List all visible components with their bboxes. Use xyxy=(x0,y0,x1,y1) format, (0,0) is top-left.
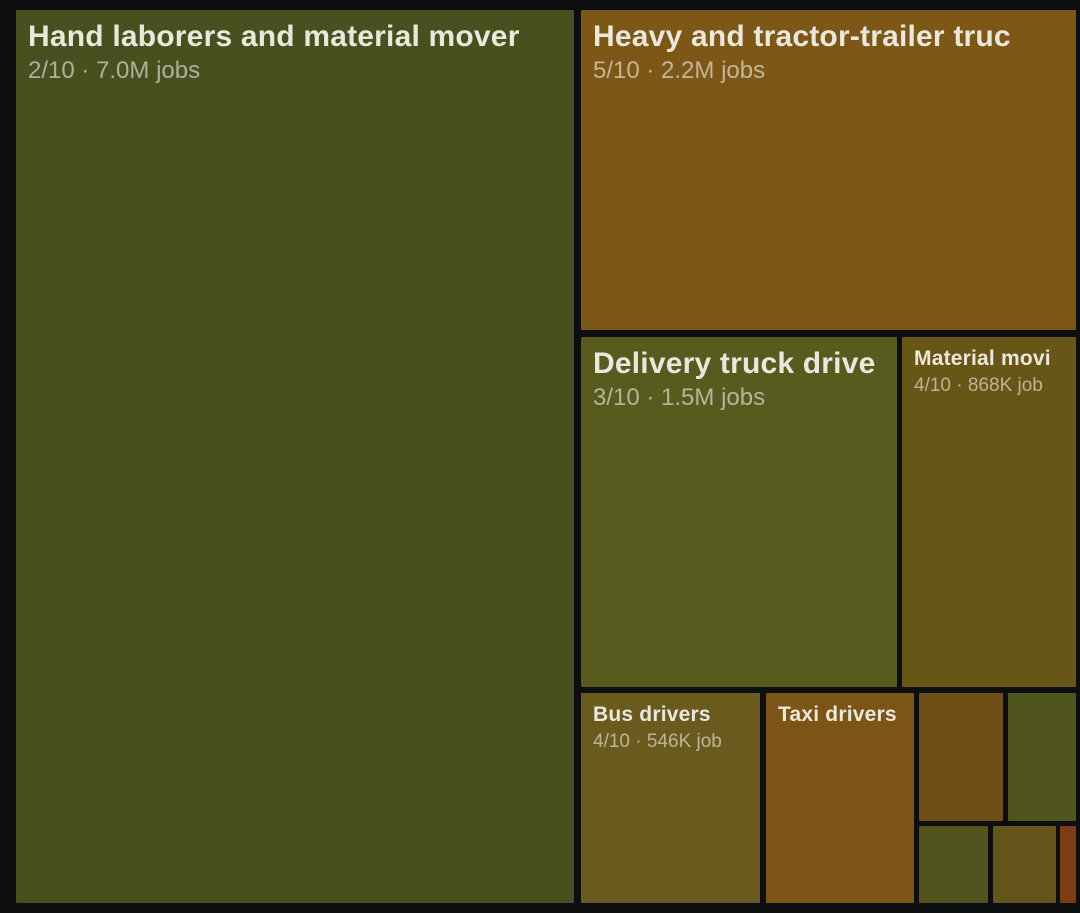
cell-title: Taxi drivers xyxy=(778,703,897,726)
cell-title: Delivery truck drive xyxy=(593,347,876,380)
cell-title: Bus drivers xyxy=(593,703,711,726)
treemap-cell-unlabeled-tile-1[interactable] xyxy=(919,693,1003,821)
treemap-cell-taxi-drivers[interactable]: Taxi drivers xyxy=(766,693,914,903)
treemap-cell-unlabeled-tile-5[interactable] xyxy=(1060,826,1076,903)
cell-labels: Delivery truck drive 3/10 · 1.5M jobs xyxy=(581,337,897,413)
cell-title: Heavy and tractor-trailer truc xyxy=(593,20,1011,53)
treemap-cell-delivery-truck-drivers[interactable]: Delivery truck drive 3/10 · 1.5M jobs xyxy=(581,337,897,687)
cell-labels: Hand laborers and material mover 2/10 · 7… xyxy=(16,10,574,86)
cell-subtitle: 5/10 · 2.2M jobs xyxy=(593,57,766,84)
cell-title: Material movi xyxy=(914,347,1051,370)
treemap-cell-unlabeled-tile-2[interactable] xyxy=(1008,693,1076,821)
treemap-cell-hand-laborers-and-material-movers[interactable]: Hand laborers and material mover 2/10 · 7… xyxy=(16,10,574,903)
cell-title: Hand laborers and material mover xyxy=(28,20,520,53)
treemap-cell-unlabeled-tile-4[interactable] xyxy=(993,826,1056,903)
treemap-cell-material-moving[interactable]: Material movi 4/10 · 868K job xyxy=(902,337,1076,687)
cell-labels: Heavy and tractor-trailer truc 5/10 · 2.2… xyxy=(581,10,1076,86)
cell-subtitle: 4/10 · 868K job xyxy=(914,375,1043,396)
treemap-cell-unlabeled-tile-3[interactable] xyxy=(919,826,988,903)
treemap-cell-heavy-and-tractor-trailer-truck-drivers[interactable]: Heavy and tractor-trailer truc 5/10 · 2.2… xyxy=(581,10,1076,330)
cell-subtitle: 3/10 · 1.5M jobs xyxy=(593,384,766,411)
cell-subtitle: 2/10 · 7.0M jobs xyxy=(28,57,201,84)
cell-labels: Material movi 4/10 · 868K job xyxy=(902,337,1076,398)
treemap-cell-bus-drivers[interactable]: Bus drivers 4/10 · 546K job xyxy=(581,693,760,903)
cell-labels: Bus drivers 4/10 · 546K job xyxy=(581,693,760,754)
cell-labels: Taxi drivers xyxy=(766,693,914,729)
cell-subtitle: 4/10 · 546K job xyxy=(593,731,722,752)
